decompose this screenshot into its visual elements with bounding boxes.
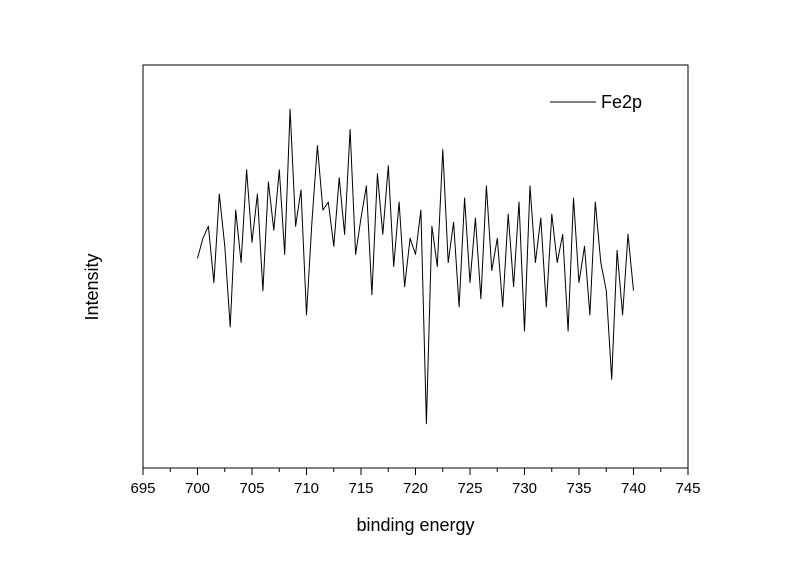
x-tick-label: 740 (621, 480, 646, 497)
x-tick-label: 705 (239, 480, 264, 497)
series-line-fe2p (197, 108, 634, 425)
x-tick-label: 710 (294, 480, 319, 497)
x-tick-label: 725 (457, 480, 482, 497)
x-tick-label: 715 (348, 480, 373, 497)
x-tick-label: 695 (130, 480, 155, 497)
legend-label-fe2p: Fe2p (601, 92, 642, 112)
plot-frame (142, 64, 689, 469)
legend: Fe2p (550, 92, 642, 112)
x-tick-label: 700 (185, 480, 210, 497)
y-axis-label: Intensity (82, 253, 102, 320)
x-tick-label: 730 (512, 480, 537, 497)
x-axis-ticks (142, 468, 689, 475)
x-axis-label: binding energy (356, 515, 474, 535)
x-tick-label: 720 (403, 480, 428, 497)
x-axis-tick-labels: 695 700 705 710 715 720 725 730 735 740 745 (130, 480, 700, 497)
x-tick-label: 735 (566, 480, 591, 497)
x-tick-label: 745 (675, 480, 700, 497)
